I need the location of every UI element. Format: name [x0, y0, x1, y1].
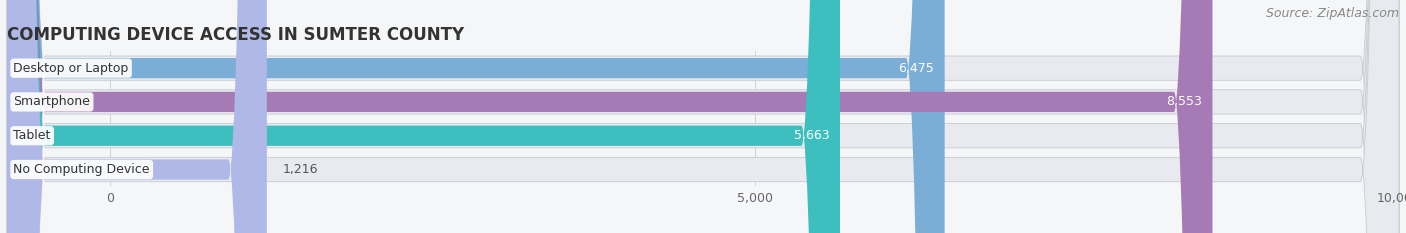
- FancyBboxPatch shape: [7, 0, 945, 233]
- FancyBboxPatch shape: [7, 0, 1399, 233]
- FancyBboxPatch shape: [7, 0, 839, 233]
- Text: 1,216: 1,216: [283, 163, 318, 176]
- Text: Tablet: Tablet: [14, 129, 51, 142]
- FancyBboxPatch shape: [7, 0, 1399, 233]
- FancyBboxPatch shape: [7, 0, 267, 233]
- Text: No Computing Device: No Computing Device: [14, 163, 150, 176]
- Text: 8,553: 8,553: [1167, 96, 1202, 108]
- Text: Source: ZipAtlas.com: Source: ZipAtlas.com: [1265, 7, 1399, 20]
- Text: 6,475: 6,475: [898, 62, 935, 75]
- Text: Desktop or Laptop: Desktop or Laptop: [14, 62, 129, 75]
- Text: COMPUTING DEVICE ACCESS IN SUMTER COUNTY: COMPUTING DEVICE ACCESS IN SUMTER COUNTY: [7, 26, 464, 44]
- FancyBboxPatch shape: [7, 0, 1212, 233]
- Text: 5,663: 5,663: [794, 129, 830, 142]
- FancyBboxPatch shape: [7, 0, 1399, 233]
- FancyBboxPatch shape: [7, 0, 1399, 233]
- Text: Smartphone: Smartphone: [14, 96, 90, 108]
